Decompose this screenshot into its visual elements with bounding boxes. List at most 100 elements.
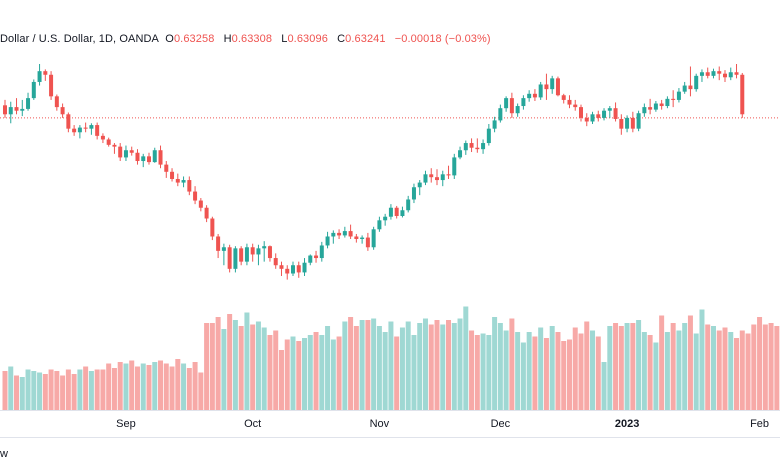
- volume-bar: [601, 362, 607, 410]
- volume-bar: [111, 368, 117, 410]
- volume-bar: [215, 317, 221, 410]
- volume-bar: [83, 366, 89, 410]
- volume-bar: [595, 336, 601, 410]
- volume-bar: [705, 324, 711, 410]
- volume-bar: [302, 338, 308, 410]
- candle-body: [325, 236, 330, 246]
- candle-body: [106, 139, 111, 145]
- volume-bar: [613, 323, 619, 410]
- candle-body: [100, 135, 105, 140]
- volume-bar: [163, 363, 169, 410]
- volume-bar: [653, 342, 659, 410]
- volume-bar: [428, 324, 434, 410]
- volume-bar: [325, 326, 331, 410]
- candle-body: [26, 98, 31, 109]
- candle-body: [371, 229, 376, 248]
- volume-bar: [255, 321, 261, 410]
- candle-body: [544, 84, 549, 90]
- candle-body: [705, 72, 710, 76]
- volume-bar: [734, 338, 740, 410]
- candle-body: [388, 207, 393, 217]
- volume-bar: [618, 326, 624, 410]
- low-label: L: [281, 33, 288, 45]
- volume-bar: [411, 335, 417, 410]
- volume-bar: [394, 336, 400, 410]
- volume-bar: [584, 321, 590, 410]
- volume-bar: [244, 312, 250, 410]
- volume-bar: [647, 335, 653, 410]
- volume-bar: [181, 363, 187, 410]
- candle-body: [728, 72, 733, 78]
- candle-body: [123, 150, 128, 158]
- volume-bar: [25, 369, 31, 410]
- volume-bar: [751, 324, 757, 410]
- candle-body: [452, 157, 457, 176]
- time-tick-label: Feb: [750, 418, 770, 430]
- high-value: 0.63308: [231, 33, 273, 45]
- volume-bar: [117, 362, 123, 410]
- candle-body: [636, 113, 641, 129]
- volume-bar: [388, 321, 394, 410]
- candle-body: [435, 177, 439, 181]
- volume-bar: [722, 327, 728, 410]
- candle-body: [711, 71, 716, 76]
- volume-bar: [284, 339, 290, 410]
- candle-body: [250, 247, 255, 255]
- volume-bar: [739, 330, 745, 410]
- volume-bar: [227, 314, 233, 410]
- volume-bar: [48, 369, 54, 410]
- volume-bar: [267, 335, 273, 410]
- candle-body: [613, 108, 618, 119]
- candle-body: [204, 207, 209, 219]
- candle-body: [54, 96, 59, 108]
- volume-bar: [670, 323, 676, 410]
- volume-bar: [330, 339, 336, 410]
- candle-body: [458, 150, 463, 158]
- candle-body: [60, 107, 65, 115]
- volume-bar: [348, 317, 354, 410]
- candle-body: [319, 245, 324, 259]
- volume-bar: [169, 366, 175, 410]
- candle-body: [8, 107, 13, 115]
- volume-bar: [699, 309, 705, 410]
- candle-body: [383, 216, 388, 221]
- candle-body: [486, 128, 491, 144]
- volume-bar: [509, 318, 515, 410]
- candle-body: [550, 78, 555, 90]
- volume-bar: [158, 360, 164, 410]
- candle-body: [181, 180, 186, 183]
- candle-body: [579, 107, 583, 118]
- volume-bar: [31, 371, 37, 410]
- volume-bar: [774, 326, 780, 410]
- close-value: 0.63241: [345, 33, 386, 45]
- time-tick-label: 2023: [614, 418, 640, 430]
- volume-bar: [140, 363, 146, 410]
- volume-bar: [359, 320, 365, 410]
- volume-bar: [664, 332, 670, 410]
- volume-bar: [313, 332, 319, 410]
- candle-body: [354, 236, 359, 239]
- volume-bar: [768, 323, 774, 410]
- volume-bar: [716, 330, 722, 410]
- candle-body: [699, 72, 704, 76]
- price-chart[interactable]: [0, 0, 780, 410]
- volume-bar: [492, 317, 498, 410]
- volume-bar: [65, 369, 71, 410]
- candle-body: [95, 125, 100, 136]
- candle-body: [147, 156, 151, 163]
- candle-body: [538, 84, 543, 98]
- volume-bar: [336, 336, 342, 410]
- symbol-legend: Dollar / U.S. Dollar, 1D, OANDA O0.63258…: [0, 33, 491, 45]
- candle-body: [515, 106, 520, 114]
- volume-bar: [440, 324, 446, 410]
- volume-bar: [134, 366, 140, 410]
- volume-bar: [480, 333, 486, 410]
- candle-body: [630, 117, 635, 129]
- volume-bar: [526, 332, 532, 410]
- volume-bar: [762, 324, 768, 410]
- volume-bar: [129, 360, 135, 410]
- volume-bar: [636, 320, 642, 410]
- volume-bar: [14, 375, 20, 410]
- volume-bar: [434, 320, 440, 410]
